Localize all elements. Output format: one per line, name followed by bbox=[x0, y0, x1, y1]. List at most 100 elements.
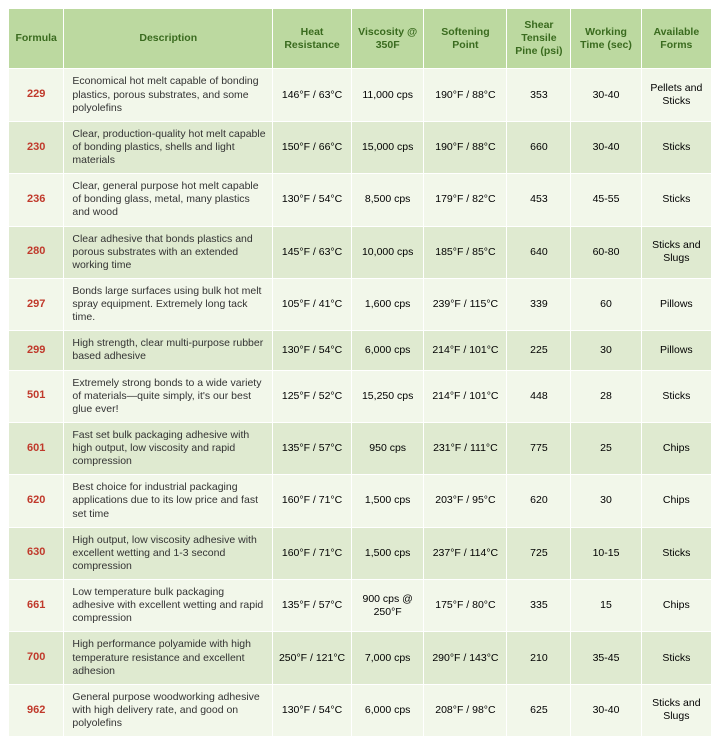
cell-softening-point: 179°F / 82°C bbox=[424, 174, 507, 226]
cell-viscosity: 1,600 cps bbox=[351, 278, 423, 330]
cell-formula: 230 bbox=[9, 121, 64, 173]
cell-softening-point: 203°F / 95°C bbox=[424, 475, 507, 527]
col-header-heat: Heat Resistance bbox=[273, 9, 352, 69]
cell-available-forms: Pillows bbox=[641, 331, 711, 370]
cell-heat-resistance: 145°F / 63°C bbox=[273, 226, 352, 278]
col-header-forms: Available Forms bbox=[641, 9, 711, 69]
table-row: 630High output, low viscosity adhesive w… bbox=[9, 527, 712, 579]
cell-shear-tensile: 225 bbox=[507, 331, 571, 370]
cell-formula: 962 bbox=[9, 684, 64, 736]
col-header-shear: Shear Tensile Pine (psi) bbox=[507, 9, 571, 69]
cell-softening-point: 175°F / 80°C bbox=[424, 580, 507, 632]
cell-available-forms: Pellets and Sticks bbox=[641, 69, 711, 121]
cell-description: Extremely strong bonds to a wide variety… bbox=[64, 370, 273, 422]
cell-viscosity: 6,000 cps bbox=[351, 684, 423, 736]
col-header-soft: Softening Point bbox=[424, 9, 507, 69]
cell-formula: 297 bbox=[9, 278, 64, 330]
cell-shear-tensile: 725 bbox=[507, 527, 571, 579]
cell-working-time: 30-40 bbox=[571, 69, 641, 121]
cell-viscosity: 15,000 cps bbox=[351, 121, 423, 173]
cell-viscosity: 1,500 cps bbox=[351, 475, 423, 527]
cell-description: Clear adhesive that bonds plastics and p… bbox=[64, 226, 273, 278]
table-row: 601Fast set bulk packaging adhesive with… bbox=[9, 422, 712, 474]
cell-formula: 601 bbox=[9, 422, 64, 474]
col-header-desc: Description bbox=[64, 9, 273, 69]
table-row: 620Best choice for industrial packaging … bbox=[9, 475, 712, 527]
cell-description: High output, low viscosity adhesive with… bbox=[64, 527, 273, 579]
cell-available-forms: Sticks and Slugs bbox=[641, 226, 711, 278]
table-header: Formula Description Heat Resistance Visc… bbox=[9, 9, 712, 69]
cell-formula: 630 bbox=[9, 527, 64, 579]
table-row: 229Economical hot melt capable of bondin… bbox=[9, 69, 712, 121]
cell-shear-tensile: 660 bbox=[507, 121, 571, 173]
table-row: 230Clear, production-quality hot melt ca… bbox=[9, 121, 712, 173]
cell-formula: 661 bbox=[9, 580, 64, 632]
cell-heat-resistance: 160°F / 71°C bbox=[273, 475, 352, 527]
cell-working-time: 15 bbox=[571, 580, 641, 632]
cell-heat-resistance: 130°F / 54°C bbox=[273, 684, 352, 736]
cell-heat-resistance: 130°F / 54°C bbox=[273, 331, 352, 370]
cell-shear-tensile: 448 bbox=[507, 370, 571, 422]
cell-description: General purpose woodworking adhesive wit… bbox=[64, 684, 273, 736]
cell-available-forms: Sticks bbox=[641, 632, 711, 684]
table-row: 700High performance polyamide with high … bbox=[9, 632, 712, 684]
cell-shear-tensile: 625 bbox=[507, 684, 571, 736]
cell-available-forms: Chips bbox=[641, 422, 711, 474]
cell-available-forms: Pillows bbox=[641, 278, 711, 330]
cell-heat-resistance: 125°F / 52°C bbox=[273, 370, 352, 422]
cell-working-time: 45-55 bbox=[571, 174, 641, 226]
col-header-work: Working Time (sec) bbox=[571, 9, 641, 69]
cell-description: Clear, general purpose hot melt capable … bbox=[64, 174, 273, 226]
cell-description: Clear, production-quality hot melt capab… bbox=[64, 121, 273, 173]
cell-description: Best choice for industrial packaging app… bbox=[64, 475, 273, 527]
cell-available-forms: Sticks bbox=[641, 370, 711, 422]
cell-shear-tensile: 620 bbox=[507, 475, 571, 527]
cell-working-time: 30 bbox=[571, 475, 641, 527]
cell-heat-resistance: 160°F / 71°C bbox=[273, 527, 352, 579]
cell-available-forms: Chips bbox=[641, 475, 711, 527]
cell-formula: 299 bbox=[9, 331, 64, 370]
col-header-formula: Formula bbox=[9, 9, 64, 69]
cell-viscosity: 15,250 cps bbox=[351, 370, 423, 422]
table-row: 236Clear, general purpose hot melt capab… bbox=[9, 174, 712, 226]
cell-formula: 620 bbox=[9, 475, 64, 527]
cell-formula: 229 bbox=[9, 69, 64, 121]
cell-viscosity: 8,500 cps bbox=[351, 174, 423, 226]
cell-softening-point: 290°F / 143°C bbox=[424, 632, 507, 684]
table-row: 299High strength, clear multi-purpose ru… bbox=[9, 331, 712, 370]
cell-heat-resistance: 135°F / 57°C bbox=[273, 422, 352, 474]
cell-working-time: 30-40 bbox=[571, 684, 641, 736]
cell-description: High strength, clear multi-purpose rubbe… bbox=[64, 331, 273, 370]
cell-working-time: 25 bbox=[571, 422, 641, 474]
cell-formula: 236 bbox=[9, 174, 64, 226]
cell-formula: 700 bbox=[9, 632, 64, 684]
cell-viscosity: 900 cps @ 250°F bbox=[351, 580, 423, 632]
cell-heat-resistance: 250°F / 121°C bbox=[273, 632, 352, 684]
cell-shear-tensile: 339 bbox=[507, 278, 571, 330]
cell-viscosity: 10,000 cps bbox=[351, 226, 423, 278]
cell-working-time: 30 bbox=[571, 331, 641, 370]
table-row: 297Bonds large surfaces using bulk hot m… bbox=[9, 278, 712, 330]
cell-viscosity: 1,500 cps bbox=[351, 527, 423, 579]
cell-softening-point: 185°F / 85°C bbox=[424, 226, 507, 278]
cell-viscosity: 7,000 cps bbox=[351, 632, 423, 684]
cell-formula: 280 bbox=[9, 226, 64, 278]
cell-viscosity: 11,000 cps bbox=[351, 69, 423, 121]
cell-shear-tensile: 640 bbox=[507, 226, 571, 278]
adhesive-spec-table: Formula Description Heat Resistance Visc… bbox=[8, 8, 712, 737]
table-row: 962General purpose woodworking adhesive … bbox=[9, 684, 712, 736]
cell-working-time: 60 bbox=[571, 278, 641, 330]
cell-softening-point: 239°F / 115°C bbox=[424, 278, 507, 330]
cell-shear-tensile: 353 bbox=[507, 69, 571, 121]
cell-description: Economical hot melt capable of bonding p… bbox=[64, 69, 273, 121]
cell-formula: 501 bbox=[9, 370, 64, 422]
cell-softening-point: 190°F / 88°C bbox=[424, 121, 507, 173]
cell-description: Low temperature bulk packaging adhesive … bbox=[64, 580, 273, 632]
cell-softening-point: 190°F / 88°C bbox=[424, 69, 507, 121]
cell-softening-point: 214°F / 101°C bbox=[424, 331, 507, 370]
cell-heat-resistance: 130°F / 54°C bbox=[273, 174, 352, 226]
cell-available-forms: Sticks and Slugs bbox=[641, 684, 711, 736]
cell-available-forms: Sticks bbox=[641, 174, 711, 226]
cell-softening-point: 214°F / 101°C bbox=[424, 370, 507, 422]
cell-working-time: 35-45 bbox=[571, 632, 641, 684]
